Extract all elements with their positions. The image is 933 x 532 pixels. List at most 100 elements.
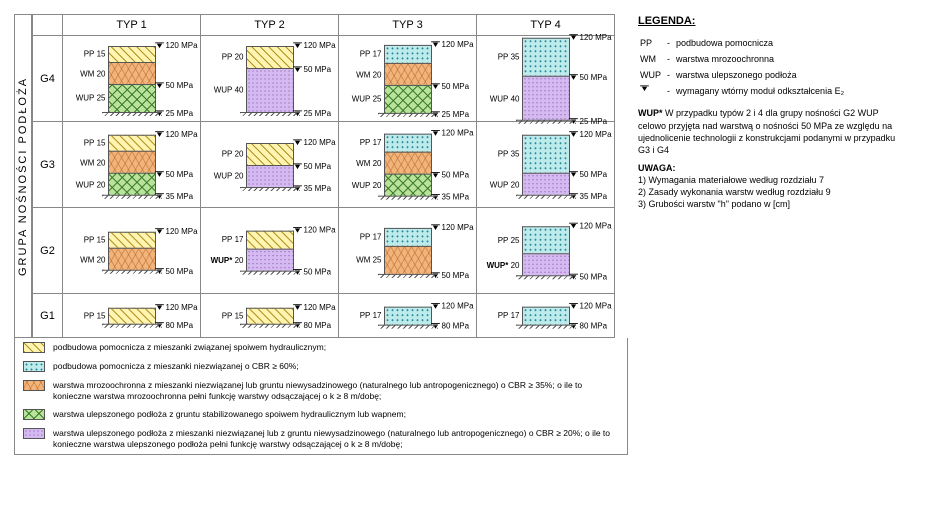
uwaga-line: 3) Grubości warstw "h" podano w [cm] [638, 199, 790, 209]
layer: WM 2050 MPa [384, 152, 432, 174]
sym-desc: podbudowa pomocnicza [676, 37, 848, 51]
mpa-label: 50 MPa [155, 81, 194, 90]
structure-cell: PP 25120 MPaWUP* 2050 MPa [477, 208, 615, 294]
layer: PP 15120 MPa80 MPa [108, 307, 156, 324]
layer: PP 17120 MPa [384, 227, 432, 246]
layer-left-label: PP 17 [360, 139, 385, 148]
mpa-label-top: 120 MPa [569, 129, 612, 138]
mpa-label-top: 120 MPa [293, 41, 336, 50]
structure-cell: PP 17120 MPa80 MPa [339, 294, 477, 338]
layer-stack: PP 17120 MPaWUP* 2050 MPa [246, 230, 294, 271]
ground-hatch [516, 325, 576, 329]
row-header: G2 [33, 208, 63, 294]
col-header: TYP 2 [201, 15, 339, 36]
layer-left-label: PP 35 [498, 150, 523, 159]
layer-left-label: PP 20 [222, 150, 247, 159]
ground-hatch [378, 325, 438, 329]
layer: WM 2050 MPa [384, 63, 432, 85]
mpa-label-top: 120 MPa [155, 41, 198, 50]
layer-left-label: WM 20 [356, 70, 384, 79]
legend-row: warstwa mrozoochronna z mieszanki niezwi… [15, 376, 627, 405]
layer-left-label: WM 20 [80, 255, 108, 264]
mpa-label-top: 120 MPa [431, 222, 474, 231]
layer-stack: PP 20120 MPa50 MPaWUP 4025 MPa [246, 46, 294, 112]
ground-hatch [516, 195, 576, 199]
ground-hatch [102, 195, 162, 199]
layer-left-label: WM 20 [80, 158, 108, 167]
layer-stack: PP 15120 MPa80 MPa [246, 307, 294, 324]
mpa-label: 50 MPa [293, 162, 332, 171]
layer-stack: PP 17120 MPaWM 2050 MPaWUP 2035 MPa [384, 133, 432, 196]
layer-left-label: WUP 40 [490, 94, 523, 103]
layer: PP 15120 MPa [108, 46, 156, 63]
layer-left-label: PP 17 [360, 312, 385, 321]
uwaga-line: 1) Wymagania materiałowe według rozdział… [638, 175, 824, 185]
wup-note-title: WUP* [638, 108, 663, 118]
marker-desc: wymagany wtórny moduł odkształcenia E₂ [676, 85, 848, 99]
mpa-label-top: 120 MPa [569, 221, 612, 230]
legend-text: warstwa ulepszonego podłoża z mieszanki … [53, 428, 619, 449]
structure-cell: PP 15120 MPa80 MPa [201, 294, 339, 338]
layer-left-label: PP 17 [360, 233, 385, 242]
layer-left-label: WM 25 [356, 256, 384, 265]
sym-key: PP [640, 37, 665, 51]
layer: PP 20120 MPa50 MPa [246, 143, 294, 165]
structure-cell: PP 35120 MPa50 MPaWUP 4025 MPa [477, 36, 615, 122]
legend-row: warstwa ulepszonego podłoża z gruntu sta… [15, 405, 627, 424]
structure-cell: PP 17120 MPa80 MPa [477, 294, 615, 338]
layer: PP 17120 MPa80 MPa [522, 306, 570, 325]
layer-left-label: PP 17 [222, 236, 247, 245]
uwaga-note: UWAGA: 1) Wymagania materiałowe według r… [638, 162, 900, 211]
layer: PP 15120 MPa80 MPa [246, 307, 294, 324]
side-legend: LEGENDA: PP-podbudowa pomocnicza WM-wars… [638, 14, 900, 455]
legend-swatch [23, 361, 45, 372]
layer-stack: PP 17120 MPa80 MPa [384, 306, 432, 325]
layer: WUP 2035 MPa [522, 173, 570, 195]
layer: PP 15120 MPa [108, 231, 156, 248]
layer-left-label: PP 35 [498, 53, 523, 62]
ground-hatch [240, 187, 300, 191]
layer-stack: PP 15120 MPaWM 2050 MPa [108, 231, 156, 270]
layer: WUP 2035 MPa [246, 165, 294, 187]
mpa-label-top: 120 MPa [155, 129, 198, 138]
ground-hatch [102, 112, 162, 116]
row-header: G4 [33, 36, 63, 122]
layer: WUP 2035 MPa [384, 174, 432, 196]
mpa-label: 50 MPa [569, 73, 608, 82]
layer-left-label: PP 15 [84, 312, 109, 321]
structure-cell: PP 17120 MPaWM 2550 MPa [339, 208, 477, 294]
layer: PP 35120 MPa50 MPa [522, 134, 570, 173]
symbol-table: PP-podbudowa pomocnicza WM-warstwa mrozo… [638, 35, 850, 102]
ground-hatch [102, 270, 162, 274]
mpa-label-top: 120 MPa [293, 302, 336, 311]
legend-text: warstwa mrozoochronna z mieszanki niezwi… [53, 380, 619, 401]
mpa-label-top: 120 MPa [155, 302, 198, 311]
layer-left-label: PP 20 [222, 53, 247, 62]
ground-hatch [378, 113, 438, 117]
layer: WUP 4025 MPa [522, 76, 570, 120]
layer-stack: PP 15120 MPaWM 2050 MPaWUP 2525 MPa [108, 46, 156, 112]
structure-cell: PP 15120 MPaWM 2050 MPa [63, 208, 201, 294]
legend-text: warstwa ulepszonego podłoża z gruntu sta… [53, 409, 406, 420]
y-axis-label: GRUPA NOŚNOŚCI PODŁOŻA [14, 14, 32, 338]
mpa-label-top: 120 MPa [431, 301, 474, 310]
structure-cell: PP 17120 MPaWUP* 2050 MPa [201, 208, 339, 294]
row-header: G3 [33, 122, 63, 208]
ground-hatch [516, 275, 576, 279]
legend-row: podbudowa pomocnicza z mieszanki niezwią… [15, 357, 627, 376]
layer-left-label: WUP 40 [214, 86, 247, 95]
structure-grid: TYP 1 TYP 2 TYP 3 TYP 4 G4PP 15120 MPaWM… [32, 14, 615, 338]
mpa-label: 50 MPa [569, 170, 608, 179]
layer-stack: PP 15120 MPaWM 2050 MPaWUP 2035 MPa [108, 134, 156, 195]
material-legend: podbudowa pomocnicza z mieszanki związan… [14, 338, 628, 455]
layer: PP 15120 MPa [108, 134, 156, 151]
col-header: TYP 1 [63, 15, 201, 36]
layer-left-label: WUP 20 [490, 180, 523, 189]
layer: WUP 2035 MPa [108, 173, 156, 195]
layer: PP 35120 MPa50 MPa [522, 37, 570, 76]
uwaga-title: UWAGA: [638, 163, 676, 173]
layer: WUP 2525 MPa [108, 84, 156, 112]
layer-left-label: WUP* 20 [487, 260, 523, 269]
layer: PP 17120 MPa80 MPa [384, 306, 432, 325]
layer: PP 17120 MPa [246, 230, 294, 249]
